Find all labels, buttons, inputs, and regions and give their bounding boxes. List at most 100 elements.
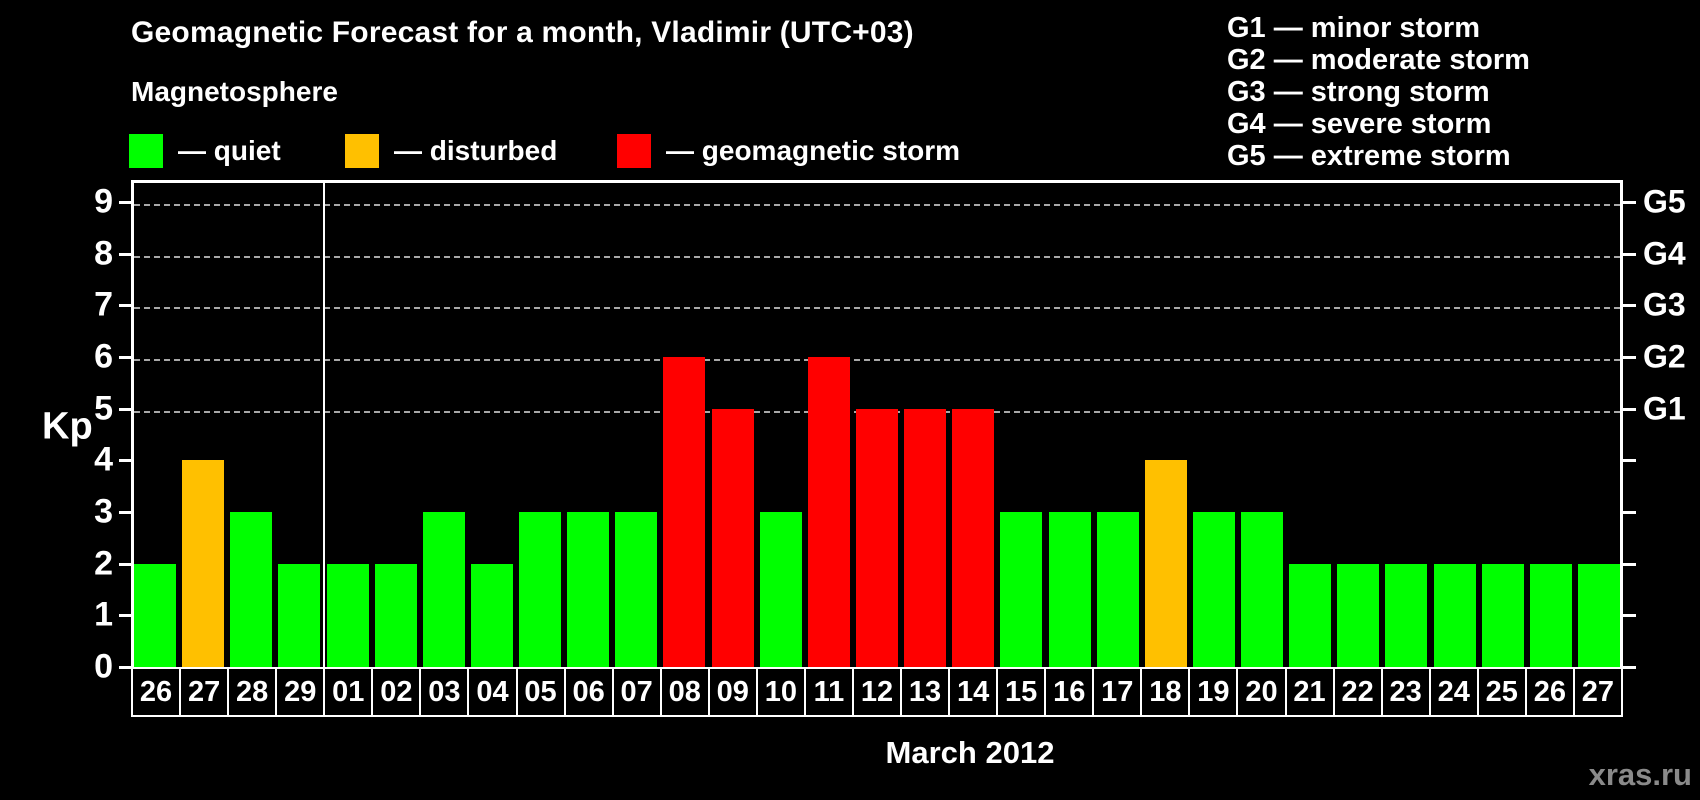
g-storm-scale-legend: G1 — minor storm G2 — moderate storm G3 — … (1227, 12, 1530, 172)
day-cell-12-mar: 12 (851, 667, 902, 717)
day-cell-14-mar: 14 (948, 667, 999, 717)
plot-area (131, 180, 1623, 667)
left-tick-kp-1 (119, 614, 131, 618)
watermark: xras.ru (1588, 757, 1692, 792)
day-cell-17-mar: 17 (1092, 667, 1143, 717)
g-axis-label-g5: G5 (1643, 183, 1686, 220)
left-tick-kp-4 (119, 459, 131, 463)
bar-day-10-mar (759, 512, 802, 667)
day-cell-16-mar: 16 (1044, 667, 1095, 717)
right-tick-kp-2 (1623, 562, 1636, 566)
legend-label-storm: — geomagnetic storm (666, 135, 961, 166)
bar-day-27-mar (1577, 563, 1620, 667)
g-legend-line-2: G2 — moderate storm (1227, 44, 1530, 76)
day-cell-15-mar: 15 (996, 667, 1047, 717)
day-cell-18-mar: 18 (1140, 667, 1191, 717)
legend-item-disturbed: — disturbed (345, 133, 557, 169)
g-axis-label-g3: G3 (1643, 286, 1686, 323)
gridline-kp-7 (134, 307, 1620, 310)
bar-day-15-mar (1000, 512, 1043, 667)
bar-day-25-mar (1481, 563, 1524, 667)
right-tick-kp-3 (1623, 511, 1636, 514)
bar-day-05-mar (519, 512, 562, 667)
kp-axis-label: Kp (42, 405, 93, 448)
magnetosphere-legend-title: Magnetosphere (131, 76, 338, 107)
g-legend-line-5: G5 — extreme storm (1227, 140, 1511, 172)
day-cell-23-mar: 23 (1380, 667, 1431, 717)
bar-day-11-mar (807, 357, 850, 667)
bar-day-24-mar (1433, 563, 1476, 667)
day-cell-06-mar: 06 (563, 667, 614, 717)
day-cell-03-mar: 03 (419, 667, 470, 717)
bar-day-12-mar (856, 408, 898, 667)
day-cell-10-mar: 10 (755, 667, 806, 717)
bar-day-17-mar (1096, 512, 1139, 667)
day-cell-28-feb: 28 (227, 667, 278, 717)
day-cell-24-mar: 24 (1428, 667, 1479, 717)
legend-swatch-storm (617, 134, 651, 168)
month-axis-label: March 2012 (885, 735, 1055, 770)
day-cell-11-mar: 11 (803, 667, 854, 717)
y-axis-label-6: 6 (94, 337, 113, 376)
y-axis-label-9: 9 (94, 182, 113, 221)
day-cell-13-mar: 13 (900, 667, 951, 717)
day-cell-26-feb: 26 (131, 667, 182, 717)
month-separator-line (322, 183, 325, 667)
left-tick-kp-0 (119, 666, 131, 669)
legend-label-quiet: — quiet (178, 135, 281, 166)
right-tick-kp-4 (1623, 459, 1636, 463)
y-axis-label-4: 4 (94, 440, 113, 479)
bar-day-06-mar (567, 512, 610, 667)
bar-day-27-feb (182, 460, 225, 667)
bar-day-19-mar (1192, 512, 1235, 667)
y-axis-label-2: 2 (94, 544, 113, 583)
y-axis-label-0: 0 (94, 647, 113, 686)
day-cell-02-mar: 02 (371, 667, 422, 717)
bar-day-18-mar (1144, 460, 1187, 667)
bar-day-08-mar (663, 357, 706, 667)
right-tick-kp-5 (1623, 407, 1636, 411)
y-axis-label-3: 3 (94, 492, 113, 531)
bar-day-16-mar (1048, 512, 1091, 667)
left-tick-kp-9 (119, 201, 131, 204)
day-cell-21-mar: 21 (1284, 667, 1335, 717)
bar-day-04-mar (470, 563, 513, 667)
left-tick-kp-5 (119, 407, 131, 411)
day-cell-08-mar: 08 (659, 667, 710, 717)
bar-day-23-mar (1385, 563, 1428, 667)
bar-day-09-mar (711, 408, 754, 667)
bar-day-01-mar (326, 563, 369, 667)
left-tick-kp-7 (119, 304, 131, 308)
bar-day-26-feb (134, 563, 177, 667)
bar-day-22-mar (1337, 563, 1380, 667)
day-cell-07-mar: 07 (611, 667, 662, 717)
right-tick-kp-9 (1623, 201, 1636, 204)
right-tick-kp-0 (1623, 666, 1636, 669)
g-axis-label-g1: G1 (1643, 390, 1686, 427)
bar-day-21-mar (1289, 563, 1332, 667)
gridline-kp-8 (134, 255, 1620, 258)
g-legend-line-3: G3 — strong storm (1227, 76, 1490, 108)
y-axis-label-7: 7 (94, 285, 113, 324)
left-tick-kp-6 (119, 356, 131, 359)
g-legend-line-1: G1 — minor storm (1227, 12, 1480, 44)
bar-day-26-mar (1529, 563, 1572, 667)
day-cell-01-mar: 01 (323, 667, 374, 717)
day-cell-05-mar: 05 (515, 667, 566, 717)
day-cell-19-mar: 19 (1188, 667, 1239, 717)
legend-item-quiet: — quiet (129, 133, 281, 169)
g-axis-label-g2: G2 (1643, 338, 1686, 375)
right-tick-kp-7 (1623, 304, 1636, 308)
gridline-kp-6 (134, 359, 1620, 361)
right-tick-kp-8 (1623, 252, 1636, 256)
y-axis-label-5: 5 (94, 389, 113, 428)
day-cell-26-mar: 26 (1524, 667, 1575, 717)
day-cell-27-feb: 27 (179, 667, 230, 717)
g-axis-label-g4: G4 (1643, 235, 1686, 272)
legend-swatch-quiet (129, 134, 163, 168)
day-cell-29-feb: 29 (275, 667, 326, 717)
day-cell-27-mar: 27 (1572, 667, 1623, 717)
legend-item-storm: — geomagnetic storm (617, 133, 960, 169)
legend-label-disturbed: — disturbed (394, 135, 558, 166)
day-cell-22-mar: 22 (1332, 667, 1383, 717)
